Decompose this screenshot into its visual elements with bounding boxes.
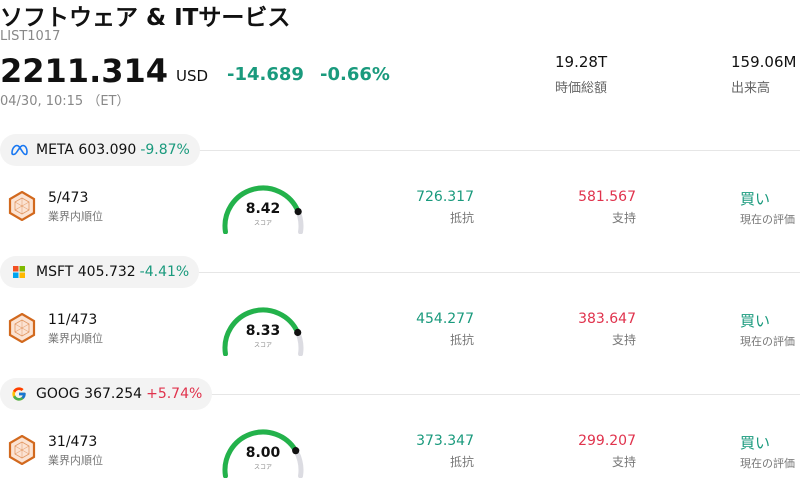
market-cap-value: 19.28T <box>555 53 608 71</box>
score-value: 8.33 <box>245 323 281 339</box>
industry-rank: 31/473 <box>48 434 98 450</box>
section-divider <box>196 394 800 395</box>
support-label: 支持 <box>611 211 636 225</box>
stock-change-pct: -4.41% <box>139 264 190 280</box>
hexagon-icon <box>8 190 36 222</box>
google-icon <box>10 385 28 403</box>
current-rating[interactable]: 買い <box>740 434 771 452</box>
list-id: LIST1017 <box>0 29 61 44</box>
current-rating-label: 現在の評価 <box>740 457 795 470</box>
support-label: 支持 <box>611 333 636 347</box>
index-price: 2211.314 <box>0 52 169 90</box>
resistance-label: 抵抗 <box>449 211 474 225</box>
score-label: スコア <box>253 464 272 471</box>
price-change: -14.689 <box>227 64 304 85</box>
resistance-value: 373.347 <box>416 433 474 449</box>
score-value: 8.00 <box>245 445 281 461</box>
volume-value: 159.06M <box>731 53 797 71</box>
score-marker <box>292 447 300 455</box>
section-divider <box>196 272 800 273</box>
stock-chip-msft[interactable]: MSFT 405.732 -4.41% <box>0 256 200 288</box>
stock-change-pct: -9.87% <box>140 142 190 158</box>
score-label: スコア <box>253 342 272 349</box>
score-gauge <box>218 426 308 479</box>
score-value: 8.42 <box>245 201 281 217</box>
industry-rank-label: 業界内順位 <box>48 454 103 467</box>
score-marker <box>294 207 302 216</box>
resistance-label: 抵抗 <box>449 455 474 469</box>
support-value: 383.647 <box>578 311 636 327</box>
stock-chip-goog[interactable]: GOOG 367.254 +5.74% <box>0 378 213 410</box>
volume-stat: 159.06M 出来高 <box>731 53 796 96</box>
industry-title: ソフトウェア & ITサービス <box>0 5 291 31</box>
volume-label: 出来高 <box>731 81 771 96</box>
stock-symbol-price: META 603.090 <box>36 142 137 158</box>
hexagon-icon <box>8 434 36 466</box>
current-rating[interactable]: 買い <box>740 190 771 208</box>
current-rating-label: 現在の評価 <box>740 213 795 226</box>
section-divider <box>196 150 800 151</box>
resistance-label: 抵抗 <box>449 333 474 347</box>
support-value: 299.207 <box>578 433 636 449</box>
industry-rank: 11/473 <box>48 312 98 328</box>
stock-change-pct: +5.74% <box>146 386 203 402</box>
microsoft-icon <box>10 263 28 281</box>
score-marker <box>294 328 302 337</box>
market-cap-label: 時価総額 <box>555 81 608 96</box>
market-cap-stat: 19.28T 時価総額 <box>555 53 607 96</box>
current-rating-label: 現在の評価 <box>740 335 795 348</box>
stock-chip-meta[interactable]: META 603.090 -9.87% <box>0 134 200 166</box>
support-label: 支持 <box>611 455 636 469</box>
score-gauge <box>218 182 308 235</box>
score-arc <box>222 185 301 235</box>
industry-rank: 5/473 <box>48 190 89 206</box>
currency: USD <box>176 67 209 85</box>
support-value: 581.567 <box>578 189 636 205</box>
score-arc <box>222 429 299 479</box>
meta-icon <box>10 141 28 159</box>
price-change-pct: -0.66% <box>320 64 390 85</box>
stock-symbol-price: GOOG 367.254 <box>36 386 143 402</box>
resistance-value: 454.277 <box>416 311 474 327</box>
score-arc <box>222 307 301 357</box>
score-label: スコア <box>253 220 272 227</box>
hexagon-icon <box>8 312 36 344</box>
stock-symbol-price: MSFT 405.732 <box>36 264 136 280</box>
industry-rank-label: 業界内順位 <box>48 210 103 223</box>
current-rating[interactable]: 買い <box>740 312 771 330</box>
timestamp: 04/30, 10:15 （ET） <box>0 94 130 109</box>
resistance-value: 726.317 <box>416 189 474 205</box>
industry-rank-label: 業界内順位 <box>48 332 103 345</box>
score-gauge <box>218 304 308 357</box>
